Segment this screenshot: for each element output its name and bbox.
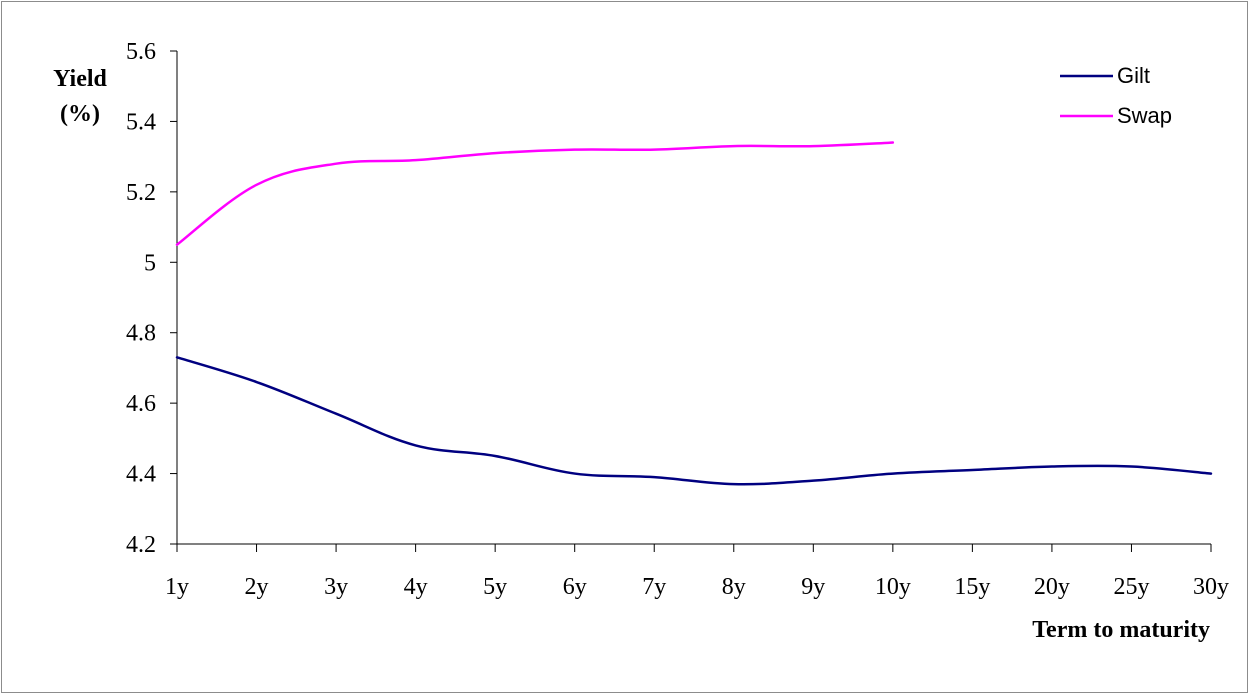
x-tick-label: 6y [563,574,587,600]
x-tick-label: 9y [801,574,825,600]
y-axis: 5.6 5.4 5.2 5 4.8 4.6 4.4 4.2 [126,39,178,558]
x-tick-label: 8y [722,574,746,600]
x-tick-label: 2y [245,574,269,600]
x-tick-label: 20y [1034,574,1070,600]
x-tick-label: 25y [1113,574,1149,600]
y-axis-title-line-1: Yield [53,66,107,92]
y-tick-label: 5.4 [126,109,156,135]
x-tick-label: 3y [324,574,348,600]
x-tick-label: 15y [954,574,990,600]
y-tick-label: 4.4 [126,462,156,488]
x-tick-label: 1y [165,574,189,600]
y-tick-label: 4.8 [126,321,156,347]
y-tick-label: 5.2 [126,180,156,206]
y-tick-label: 4.2 [126,532,156,558]
x-axis-title: Term to maturity [1032,617,1210,643]
legend-label-swap: Swap [1117,103,1172,128]
series-line-gilt [175,356,1213,486]
y-tick-label: 5 [144,250,156,276]
x-tick-label: 4y [404,574,428,600]
legend: Gilt Swap [1060,63,1172,128]
x-tick-label: 5y [483,574,507,600]
x-tick-label: 7y [642,574,666,600]
x-tick-label: 30y [1193,574,1229,600]
x-tick-label: 10y [875,574,911,600]
legend-label-gilt: Gilt [1117,63,1150,88]
x-axis: 1y 2y 3y 4y 5y 6y 7y 8y 9y 10y 15y 20y 25y 30y [165,543,1229,600]
y-axis-title-line-2: (%) [60,101,100,127]
series-line-swap [175,141,895,246]
y-tick-label: 4.6 [126,391,156,417]
y-tick-label: 5.6 [126,39,156,65]
series-lines [175,141,1213,486]
